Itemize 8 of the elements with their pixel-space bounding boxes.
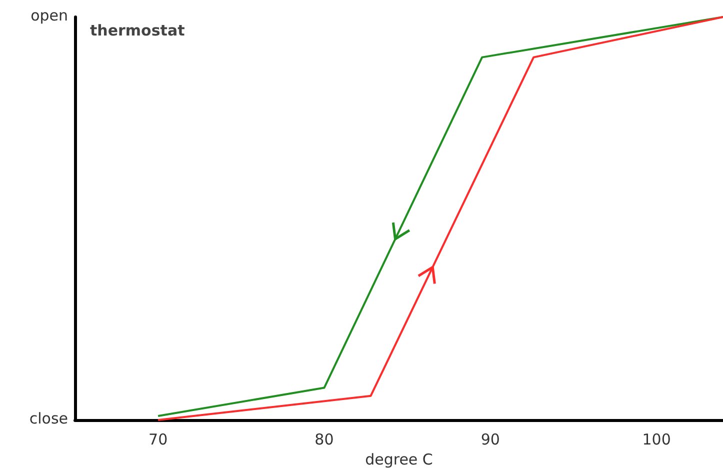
chart-title: thermostat [90, 22, 185, 40]
x-tick-label: 90 [480, 430, 500, 448]
x-tick-label: 70 [148, 430, 168, 448]
text: close [29, 410, 68, 428]
x-tick-label: 100 [642, 430, 671, 448]
x-tick-label: 80 [314, 430, 334, 448]
text: open [30, 6, 68, 24]
x-axis-title: degree C [365, 450, 433, 468]
